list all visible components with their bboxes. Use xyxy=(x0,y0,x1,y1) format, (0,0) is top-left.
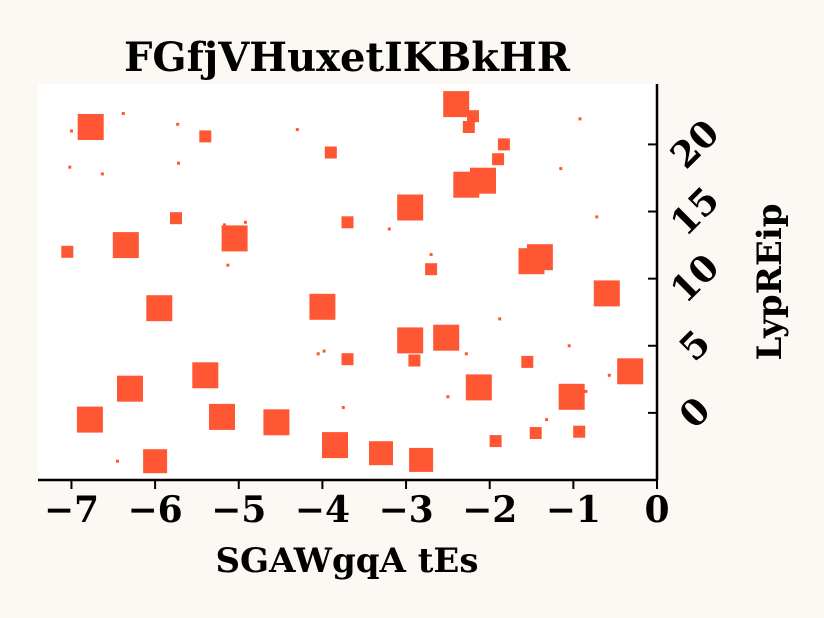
data-point-70 xyxy=(116,459,119,463)
data-point-35 xyxy=(462,121,475,133)
data-point-29 xyxy=(324,146,337,159)
data-point-53 xyxy=(226,263,230,267)
y-axis-label: LypREip xyxy=(750,203,790,360)
data-point-39 xyxy=(521,355,534,368)
data-point-36 xyxy=(497,138,510,151)
data-point-4 xyxy=(143,449,168,474)
data-point-38 xyxy=(489,435,502,448)
data-point-63 xyxy=(584,389,588,393)
data-point-22 xyxy=(526,244,553,271)
data-point-44 xyxy=(176,122,180,126)
x-tick-label-0: −7 xyxy=(44,489,99,531)
y-tick-label-0: 0 xyxy=(671,389,718,436)
x-ticks: −7 −6 −5 −4 −3 −2 −1 0 xyxy=(44,480,670,531)
data-point-51 xyxy=(241,236,245,240)
x-tick-label-6: −1 xyxy=(546,489,601,531)
data-point-3 xyxy=(76,406,103,433)
data-point-58 xyxy=(322,349,326,353)
data-point-9 xyxy=(263,409,290,436)
data-point-68 xyxy=(545,418,549,422)
data-point-19 xyxy=(470,167,496,194)
data-point-64 xyxy=(607,373,611,377)
data-point-62 xyxy=(567,344,571,348)
data-point-49 xyxy=(223,223,226,227)
data-point-33 xyxy=(425,263,438,276)
y-tick-label-2: 10 xyxy=(662,246,727,311)
x-axis-label: SGAWgqA tEs xyxy=(216,541,479,581)
data-point-57 xyxy=(464,352,468,356)
data-point-5 xyxy=(146,295,173,322)
data-point-26 xyxy=(199,130,212,143)
data-point-30 xyxy=(341,216,354,229)
data-point-31 xyxy=(341,353,354,366)
data-point-71 xyxy=(371,454,375,458)
x-tick-label-7: 0 xyxy=(644,489,669,531)
data-point-56 xyxy=(498,317,502,321)
data-point-11 xyxy=(322,432,348,459)
x-tick-label-3: −4 xyxy=(295,489,350,531)
data-point-12 xyxy=(369,441,393,466)
data-point-41 xyxy=(573,425,586,438)
data-point-60 xyxy=(341,406,345,409)
data-point-59 xyxy=(316,352,320,356)
data-point-6 xyxy=(192,362,219,389)
data-point-40 xyxy=(529,427,542,439)
x-tick-label-2: −5 xyxy=(211,489,266,531)
chart-title: FGfjVHuxetIKBkHR xyxy=(124,34,571,81)
data-point-66 xyxy=(578,117,582,121)
data-point-61 xyxy=(446,395,450,399)
data-point-23 xyxy=(558,383,585,410)
x-tick-label-1: −6 xyxy=(127,489,182,531)
data-point-52 xyxy=(243,240,247,244)
data-point-15 xyxy=(409,447,434,472)
data-point-0 xyxy=(77,114,104,140)
data-point-69 xyxy=(283,427,287,431)
data-point-46 xyxy=(68,165,72,169)
y-tick-label-4: 20 xyxy=(662,112,727,177)
data-point-25 xyxy=(617,358,644,385)
data-point-17 xyxy=(443,91,470,118)
data-point-7 xyxy=(209,403,235,430)
data-point-34 xyxy=(467,110,479,123)
axes-layer xyxy=(38,84,659,482)
y-tick-label-1: 5 xyxy=(671,322,718,369)
data-point-14 xyxy=(397,327,424,354)
data-point-54 xyxy=(387,227,391,231)
data-point-2 xyxy=(117,375,143,402)
data-point-32 xyxy=(408,354,421,367)
data-point-65 xyxy=(559,167,563,171)
data-point-48 xyxy=(100,172,104,176)
data-point-47 xyxy=(177,161,180,165)
data-point-28 xyxy=(61,245,74,258)
data-point-16 xyxy=(433,324,460,351)
data-point-20 xyxy=(465,374,492,401)
data-point-13 xyxy=(397,194,424,221)
x-tick-label-5: −2 xyxy=(462,489,517,531)
data-point-37 xyxy=(492,153,505,166)
data-point-45 xyxy=(295,128,299,132)
y-tick-label-3: 15 xyxy=(662,179,727,244)
data-point-1 xyxy=(112,232,139,259)
data-point-42 xyxy=(121,112,125,115)
data-point-50 xyxy=(243,220,247,224)
data-point-27 xyxy=(170,212,182,225)
plot-area xyxy=(38,84,657,480)
data-point-10 xyxy=(309,293,336,320)
data-point-55 xyxy=(429,253,433,256)
data-point-24 xyxy=(593,280,620,307)
data-point-67 xyxy=(595,215,599,219)
points-layer xyxy=(61,91,644,474)
x-tick-label-4: −3 xyxy=(378,489,433,531)
data-point-43 xyxy=(70,129,73,133)
